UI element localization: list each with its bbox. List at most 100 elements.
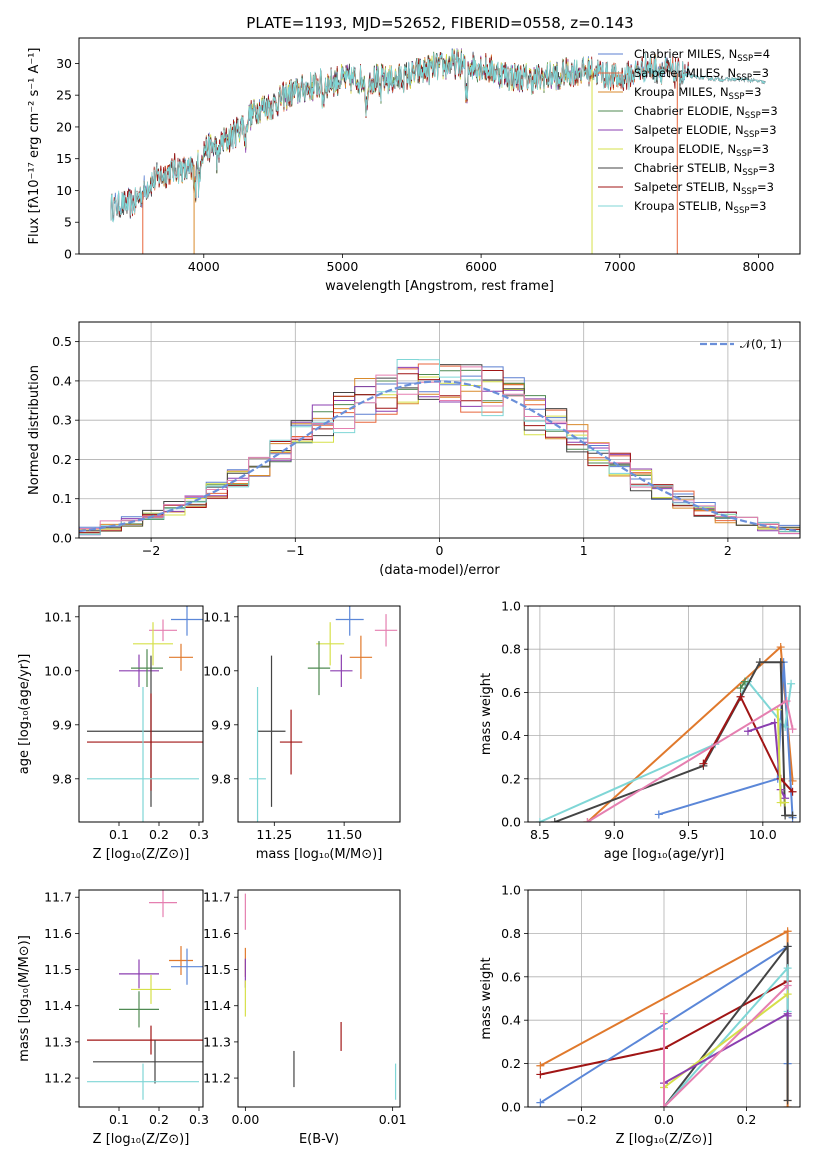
legend-suffix: =3 — [744, 85, 761, 99]
x-tick-label: 8.5 — [530, 827, 550, 842]
x-tick-label: 9.5 — [679, 827, 699, 842]
legend-label: Chabrier ELODIE, NSSP=3 — [634, 104, 778, 121]
axes-frame — [78, 321, 801, 539]
legend-label: Salpeter ELODIE, NSSP=3 — [634, 123, 777, 140]
plot-area — [249, 606, 398, 822]
weight-line — [663, 943, 789, 1107]
panel-mass-weight-vs-age: 8.5 9.0 9.5 10.0 0.0 0.2 0.4 0.6 0.8 1.0 age [log₁… — [479, 599, 801, 862]
y-tick-label: 0.4 — [52, 373, 72, 388]
spectrum-line — [110, 49, 766, 223]
legend-name: Chabrier ELODIE, N — [634, 104, 745, 118]
y-tick-label: 9.8 — [211, 771, 231, 786]
axes-frame — [527, 889, 801, 1108]
y-tick-label: 11.3 — [203, 1034, 231, 1049]
weight-marker — [654, 810, 663, 819]
legend-suffix: =3 — [752, 66, 769, 80]
axes-frame — [527, 605, 801, 823]
weight-marker — [536, 1061, 545, 1070]
y-tick-label: 11.6 — [203, 926, 231, 941]
y-tick-label: 11.2 — [203, 1071, 231, 1086]
x-tick-label: 11.25 — [256, 827, 292, 842]
legend-label: Chabrier MILES, NSSP=4 — [634, 47, 770, 64]
legend-sub: SSP — [741, 187, 757, 197]
legend-label: Salpeter MILES, NSSP=3 — [634, 66, 769, 83]
x-tick-label: 10.0 — [749, 827, 777, 842]
weight-marker — [783, 1011, 792, 1020]
x-tick-label: 11.50 — [326, 827, 362, 842]
panel-residuals: −2 −1 0 1 2 0.0 0.1 0.2 0.3 0.4 0.5 (data-model)/er… — [27, 321, 801, 578]
weight-marker — [660, 1103, 668, 1107]
x-tick-label: 0.0 — [654, 1112, 674, 1127]
y-tick-label: 0.8 — [501, 642, 521, 657]
weight-marker — [550, 818, 559, 822]
weight-marker — [783, 942, 792, 951]
x-tick-label: 0.2 — [149, 1112, 169, 1127]
y-tick-label: 9.9 — [211, 717, 231, 732]
weight-marker — [781, 811, 790, 820]
legend-name: Salpeter STELIB, N — [634, 180, 741, 194]
y-tick-label: 1.0 — [501, 599, 521, 614]
weight-line — [747, 721, 786, 799]
weight-marker — [755, 658, 764, 667]
weight-line — [702, 694, 794, 793]
legend-sub: SSP — [745, 111, 761, 121]
x-tick-label: 4000 — [188, 259, 220, 274]
figure-title: PLATE=1193, MJD=52652, FIBERID=0558, z=0… — [246, 14, 633, 32]
y-tick-label: 0.4 — [501, 728, 521, 743]
x-tick-label: 1 — [580, 543, 588, 558]
weight-marker — [536, 1070, 545, 1079]
legend-name: Kroupa ELODIE, N — [634, 142, 736, 156]
y-tick-label: 0 — [64, 247, 72, 262]
y-tick-label: 5 — [64, 215, 72, 230]
plot-area — [87, 606, 203, 822]
y-tick-label: 11.4 — [44, 998, 72, 1013]
x-tick-label: 0.3 — [189, 827, 209, 842]
weight-marker — [741, 677, 750, 686]
x-tick-label: −0.2 — [566, 1112, 596, 1127]
legend-suffix: =3 — [757, 180, 774, 194]
legend-suffix: =3 — [749, 199, 766, 213]
x-tick-label: 7000 — [604, 259, 636, 274]
weight-marker — [743, 727, 752, 736]
y-tick-label: 10.0 — [203, 663, 231, 678]
weight-marker — [583, 818, 592, 822]
y-tick-label: 0.2 — [501, 771, 521, 786]
y-tick-label: 0.0 — [501, 1100, 521, 1115]
x-axis-label: Z [log₁₀(Z/Z⊙)] — [616, 1132, 713, 1147]
x-axis-label: wavelength [Angstrom, rest frame] — [325, 279, 554, 294]
x-tick-label: 0.1 — [109, 827, 129, 842]
panel-mass-vs-extinction: 0.00 0.01 11.2 11.3 11.4 11.5 11.6 11.7 E(B-V) — [203, 889, 407, 1147]
legend-suffix: =3 — [758, 161, 775, 175]
weight-marker — [736, 692, 745, 701]
x-tick-label: 8000 — [742, 259, 774, 274]
weight-line — [554, 661, 793, 822]
y-tick-label: 11.3 — [44, 1034, 72, 1049]
legend-sub: SSP — [737, 54, 753, 64]
y-tick-label: 10.1 — [44, 609, 72, 624]
plot-area — [535, 643, 797, 822]
panel-age-vs-mass: 11.25 11.50 9.8 9.9 10.0 10.1 mass [log₁₀(M/M⊙… — [203, 605, 401, 862]
legend-label: Salpeter STELIB, NSSP=3 — [634, 180, 774, 197]
y-tick-label: 0.5 — [52, 334, 72, 349]
weight-marker — [699, 759, 708, 768]
y-tick-label: 0.1 — [52, 491, 72, 506]
axes-frame — [78, 37, 801, 255]
legend-label: Kroupa ELODIE, NSSP=3 — [634, 142, 769, 159]
legend-name: Kroupa MILES, N — [634, 85, 729, 99]
y-tick-label: 9.9 — [52, 717, 72, 732]
y-axis-label: mass weight — [479, 957, 494, 1039]
y-tick-label: 30 — [56, 56, 72, 71]
y-tick-label: 0.6 — [501, 969, 521, 984]
x-axis-label: mass [log₁₀(M/M⊙)] — [256, 847, 383, 862]
plot-area — [79, 359, 800, 538]
plot-area — [536, 927, 792, 1107]
legend-sub: SSP — [736, 73, 752, 83]
legend-label: 𝒩(0, 1) — [740, 337, 782, 351]
legend-name: Chabrier MILES, N — [634, 47, 737, 61]
x-tick-label: 5000 — [327, 259, 359, 274]
y-tick-label: 10.0 — [44, 663, 72, 678]
legend-sub: SSP — [744, 130, 760, 140]
x-tick-label: 0.3 — [189, 1112, 209, 1127]
x-tick-label: 0.2 — [149, 827, 169, 842]
legend-suffix: =3 — [761, 104, 778, 118]
